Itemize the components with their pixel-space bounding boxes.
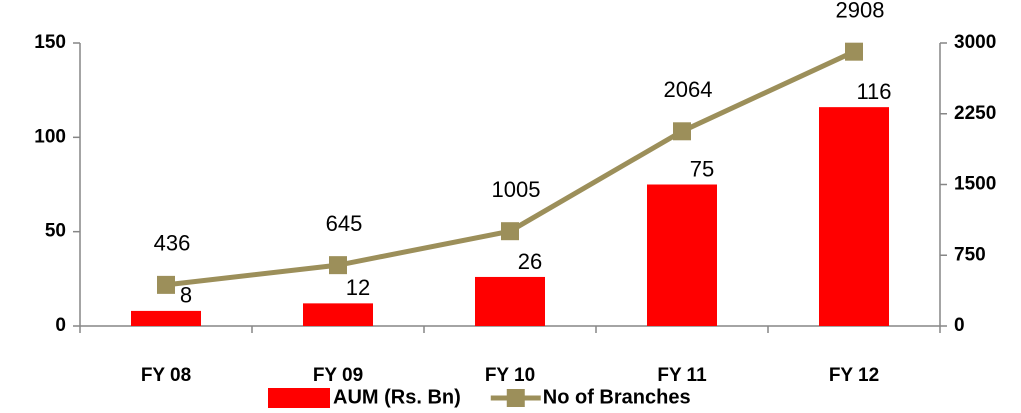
x-tick-label: FY 09	[313, 365, 363, 386]
bar	[647, 184, 717, 326]
bar-value-label: 8	[180, 283, 192, 308]
line-marker	[673, 122, 691, 141]
y2-tick-label: 3000	[954, 32, 996, 53]
line	[165, 49, 856, 288]
y-tick-label: 50	[45, 221, 66, 242]
bar	[475, 276, 545, 326]
line-value-label: 1005	[492, 177, 541, 202]
legend-swatch	[268, 388, 330, 408]
legend-label: AUM (Rs. Bn)	[333, 386, 461, 408]
bar	[303, 303, 373, 326]
y2-tick-label: 0	[954, 315, 965, 336]
line-marker	[845, 42, 863, 61]
y2-tick-label: 1500	[954, 174, 996, 195]
y2-tick-label: 750	[954, 244, 986, 265]
bar	[131, 310, 201, 326]
bar-value-label: 12	[346, 275, 370, 300]
line-marker	[329, 256, 347, 275]
x-tick-label: FY 11	[657, 365, 707, 386]
bar	[819, 107, 889, 326]
line-value-label: 2908	[836, 0, 885, 22]
legend-label: No of Branches	[543, 386, 691, 408]
x-tick-label: FY 08	[141, 365, 191, 386]
y-tick-label: 0	[55, 315, 66, 336]
line-value-label: 645	[326, 211, 363, 236]
bar-value-label: 75	[690, 156, 714, 181]
bar-value-label: 116	[856, 79, 891, 104]
line-value-label: 2064	[664, 77, 713, 102]
line-marker	[157, 275, 175, 294]
x-tick-label: FY 12	[829, 365, 879, 386]
x-tick-label: FY 10	[485, 365, 535, 386]
line-value-label: 436	[154, 231, 191, 256]
legend-marker	[506, 389, 525, 407]
y2-tick-label: 2250	[954, 103, 996, 124]
y-tick-label: 100	[34, 126, 66, 147]
bar-value-label: 26	[518, 249, 542, 274]
y-tick-label: 150	[34, 32, 66, 53]
line-marker	[501, 222, 519, 241]
